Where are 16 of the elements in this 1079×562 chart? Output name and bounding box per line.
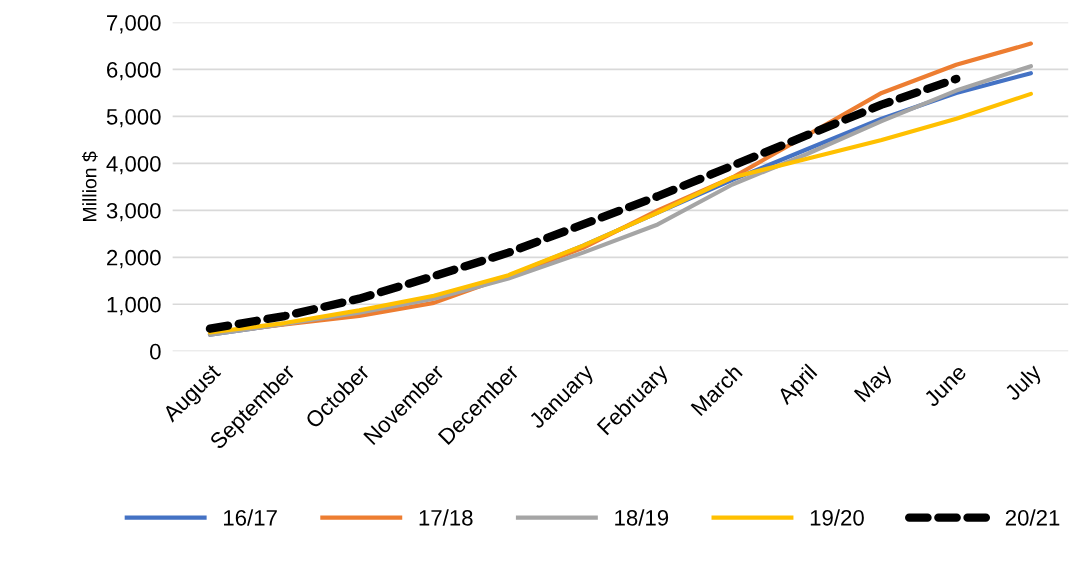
y-tick-label: 1,000 <box>107 296 161 316</box>
y-tick-label: 2,000 <box>107 249 161 269</box>
legend-label: 17/18 <box>419 509 473 526</box>
y-tick-label: 7,000 <box>107 15 161 34</box>
legend-label: 18/19 <box>615 509 669 526</box>
y-axis-title: Million $ <box>81 151 98 221</box>
y-tick-label: 4,000 <box>106 155 161 175</box>
legend-label: 16/17 <box>224 509 277 526</box>
x-tick-label: May <box>853 362 897 406</box>
x-tick-label: July <box>1003 362 1046 405</box>
y-tick-label: 3,000 <box>106 202 161 222</box>
y-tick-label: 0 <box>150 343 161 360</box>
y-tick-label: 5,000 <box>106 108 161 128</box>
y-tick-label: 6,000 <box>107 61 161 81</box>
legend-label: 20/21 <box>1005 509 1060 526</box>
legend-label: 19/20 <box>810 509 864 526</box>
